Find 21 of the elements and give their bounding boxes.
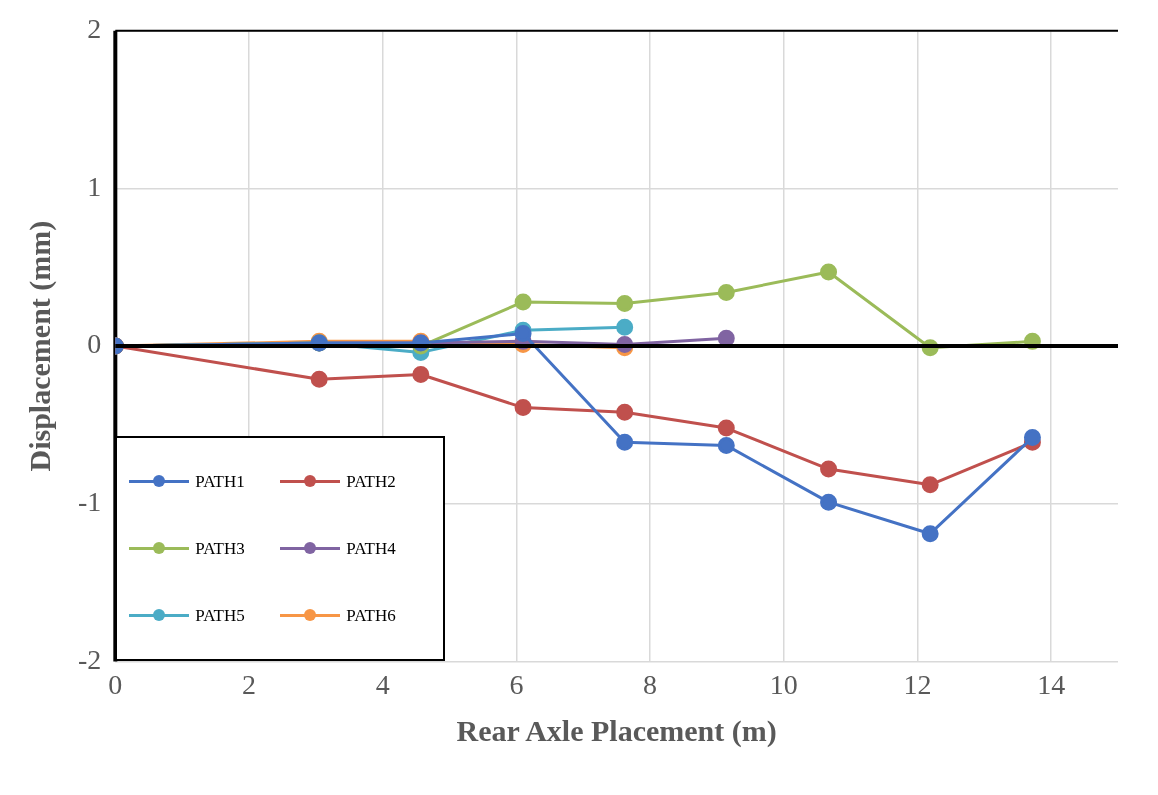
x-tick-label: 6 — [509, 668, 524, 700]
y-tick-label: 2 — [87, 13, 102, 45]
legend-label: PATH5 — [195, 605, 245, 626]
x-tick-label: 0 — [108, 668, 123, 700]
y-tick-label: 0 — [87, 328, 102, 360]
y-tick-label: -1 — [78, 486, 102, 518]
y-axis-title: Displacement (mm) — [22, 220, 57, 472]
x-tick-label: 10 — [769, 668, 798, 700]
legend-label: PATH1 — [195, 471, 245, 492]
legend-label: PATH6 — [346, 605, 396, 626]
legend-label: PATH4 — [346, 538, 396, 559]
x-tick-label: 8 — [643, 668, 658, 700]
x-tick-label: 2 — [242, 668, 257, 700]
x-axis-title: Rear Axle Placement (m) — [456, 713, 777, 748]
x-tick-label: 4 — [375, 668, 390, 700]
legend-label: PATH2 — [346, 471, 396, 492]
x-tick-label: 12 — [903, 668, 932, 700]
y-tick-label: 1 — [87, 170, 102, 202]
x-tick-label: 14 — [1037, 668, 1066, 700]
legend-label: PATH3 — [195, 538, 245, 559]
y-tick-label: -2 — [78, 643, 102, 675]
